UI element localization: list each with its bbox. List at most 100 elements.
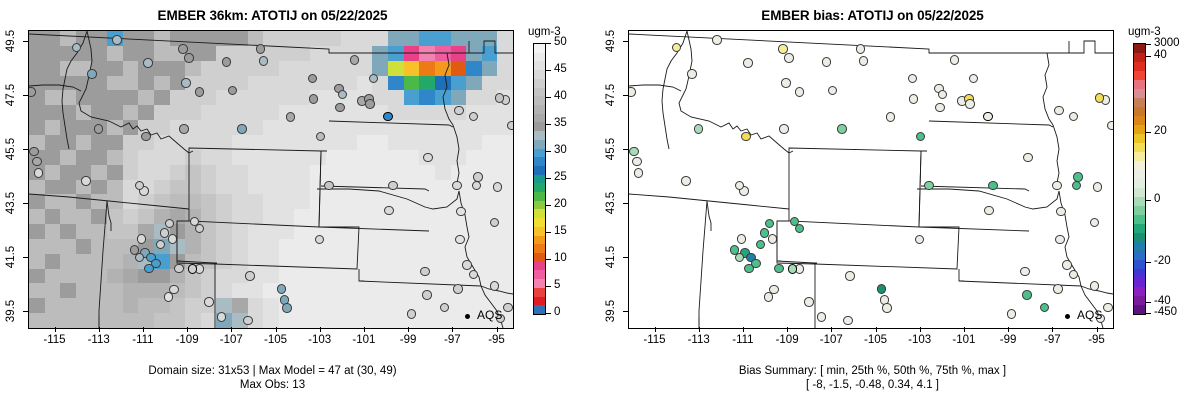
observation-point[interactable] bbox=[1054, 105, 1064, 116]
observation-point[interactable] bbox=[307, 73, 318, 84]
observation-point[interactable] bbox=[781, 78, 791, 88]
observation-point[interactable] bbox=[968, 73, 979, 84]
observation-point[interactable] bbox=[915, 131, 926, 142]
observation-point[interactable] bbox=[388, 180, 398, 191]
observation-point[interactable] bbox=[420, 266, 430, 277]
observation-point[interactable] bbox=[984, 205, 994, 216]
observation-point[interactable] bbox=[167, 234, 177, 244]
observation-point[interactable] bbox=[169, 284, 179, 295]
observation-point[interactable] bbox=[1053, 284, 1063, 294]
observation-point[interactable] bbox=[335, 102, 345, 113]
observation-point[interactable] bbox=[155, 239, 166, 249]
observation-point[interactable] bbox=[759, 228, 770, 238]
observation-point[interactable] bbox=[181, 78, 191, 88]
observation-point[interactable] bbox=[746, 252, 756, 263]
observation-point[interactable] bbox=[33, 168, 44, 178]
observation-point[interactable] bbox=[1068, 269, 1079, 280]
observation-point[interactable] bbox=[494, 93, 505, 103]
observation-point[interactable] bbox=[794, 87, 805, 97]
observation-point[interactable] bbox=[174, 263, 184, 274]
observation-point[interactable] bbox=[462, 260, 472, 270]
observation-point[interactable] bbox=[855, 44, 866, 54]
observation-point[interactable] bbox=[794, 223, 805, 234]
observation-point[interactable] bbox=[29, 146, 39, 156]
observation-point[interactable] bbox=[71, 42, 82, 53]
observation-point[interactable] bbox=[139, 186, 149, 196]
observation-point[interactable] bbox=[189, 216, 200, 227]
observation-point[interactable] bbox=[492, 182, 503, 192]
observation-point[interactable] bbox=[764, 218, 775, 229]
observation-point[interactable] bbox=[1020, 266, 1030, 277]
observation-point[interactable] bbox=[769, 284, 779, 295]
observation-point[interactable] bbox=[1092, 182, 1103, 192]
observation-point[interactable] bbox=[194, 223, 205, 234]
observation-point[interactable] bbox=[744, 263, 754, 274]
observation-point[interactable] bbox=[671, 42, 682, 53]
observation-point[interactable] bbox=[924, 180, 934, 191]
observation-point[interactable] bbox=[821, 57, 832, 67]
observation-point[interactable] bbox=[935, 102, 945, 113]
observation-point[interactable] bbox=[258, 56, 268, 66]
observation-point[interactable] bbox=[937, 89, 948, 99]
observation-point[interactable] bbox=[184, 53, 194, 63]
observation-point[interactable] bbox=[456, 206, 466, 217]
observation-point[interactable] bbox=[633, 168, 644, 178]
observation-point[interactable] bbox=[907, 73, 918, 84]
observation-point[interactable] bbox=[255, 44, 266, 54]
observation-point[interactable] bbox=[384, 205, 394, 216]
observation-point[interactable] bbox=[285, 112, 296, 122]
observation-point[interactable] bbox=[81, 176, 91, 186]
map-canvas-bias[interactable]: AQS bbox=[628, 30, 1114, 329]
observation-point[interactable] bbox=[1062, 260, 1072, 270]
observation-point[interactable] bbox=[178, 44, 188, 54]
observation-point[interactable] bbox=[816, 312, 827, 322]
observation-point[interactable] bbox=[1095, 313, 1106, 324]
observation-point[interactable] bbox=[32, 156, 42, 167]
observation-point[interactable] bbox=[1089, 217, 1100, 228]
observation-point[interactable] bbox=[787, 264, 798, 274]
observation-point[interactable] bbox=[837, 124, 847, 134]
observation-point[interactable] bbox=[471, 180, 481, 191]
observation-point[interactable] bbox=[468, 269, 479, 280]
observation-point[interactable] bbox=[743, 58, 753, 68]
observation-point[interactable] bbox=[755, 239, 766, 249]
observation-point[interactable] bbox=[439, 302, 449, 312]
observation-point[interactable] bbox=[739, 186, 749, 196]
observation-point[interactable] bbox=[681, 176, 691, 186]
observation-point[interactable] bbox=[489, 281, 500, 291]
observation-point[interactable] bbox=[1071, 180, 1081, 191]
observation-point[interactable] bbox=[93, 124, 104, 134]
observation-point[interactable] bbox=[315, 131, 326, 142]
observation-point[interactable] bbox=[221, 57, 232, 67]
observation-point[interactable] bbox=[949, 55, 959, 65]
observation-point[interactable] bbox=[422, 290, 432, 300]
observation-point[interactable] bbox=[789, 216, 800, 227]
observation-point[interactable] bbox=[136, 234, 146, 244]
observation-point[interactable] bbox=[245, 271, 255, 281]
observation-point[interactable] bbox=[134, 180, 145, 191]
observation-point[interactable] bbox=[763, 292, 774, 302]
observation-point[interactable] bbox=[767, 234, 777, 244]
observation-point[interactable] bbox=[194, 87, 205, 97]
observation-point[interactable] bbox=[988, 180, 998, 191]
observation-point[interactable] bbox=[324, 180, 334, 191]
observation-point[interactable] bbox=[489, 217, 500, 228]
observation-point[interactable] bbox=[151, 258, 161, 268]
observation-point[interactable] bbox=[141, 131, 151, 142]
observation-point[interactable] bbox=[1022, 290, 1032, 300]
observation-point[interactable] bbox=[632, 156, 642, 167]
observation-point[interactable] bbox=[693, 124, 704, 134]
observation-point[interactable] bbox=[779, 124, 789, 134]
observation-point[interactable] bbox=[452, 180, 462, 191]
observation-point[interactable] bbox=[1039, 302, 1049, 312]
observation-point[interactable] bbox=[843, 315, 853, 326]
observation-point[interactable] bbox=[473, 172, 483, 182]
observation-point[interactable] bbox=[734, 180, 745, 191]
observation-point[interactable] bbox=[858, 56, 868, 66]
observation-point[interactable] bbox=[276, 284, 287, 294]
observation-point[interactable] bbox=[827, 85, 837, 96]
observation-point[interactable] bbox=[914, 234, 925, 245]
observation-point[interactable] bbox=[179, 124, 189, 134]
observation-point[interactable] bbox=[1006, 309, 1017, 319]
observation-point[interactable] bbox=[965, 99, 975, 109]
